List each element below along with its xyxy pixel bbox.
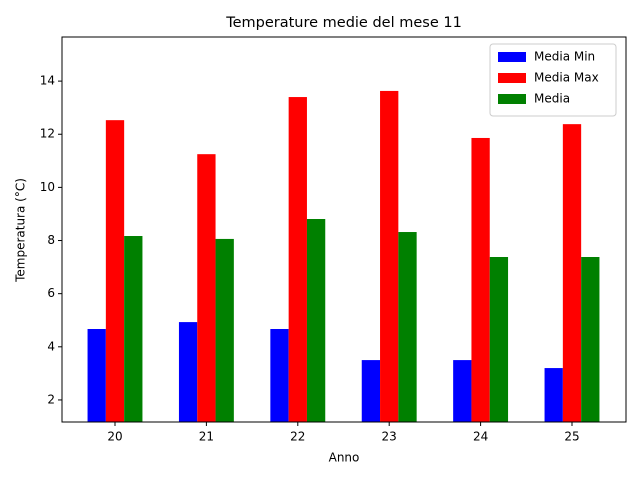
x-tick-label: 21	[199, 430, 214, 444]
bar	[197, 154, 216, 422]
bar	[270, 329, 289, 422]
y-tick-label: 8	[47, 233, 55, 247]
x-tick-label: 22	[290, 430, 305, 444]
legend-label: Media Min	[534, 50, 595, 64]
y-tick-label: 14	[40, 74, 55, 88]
bar	[87, 329, 106, 422]
x-tick-label: 23	[382, 430, 397, 444]
y-tick-label: 4	[47, 339, 55, 353]
x-axis-label: Anno	[329, 451, 360, 465]
legend-swatch	[498, 52, 526, 62]
bar	[453, 360, 472, 422]
bar	[544, 368, 563, 422]
x-tick-label: 20	[107, 430, 122, 444]
bar	[124, 236, 143, 422]
legend-label: Media	[534, 92, 570, 106]
x-tick-label: 25	[564, 430, 579, 444]
bar	[380, 90, 399, 422]
bar	[471, 137, 490, 422]
bar	[398, 232, 417, 422]
plot-frame	[61, 36, 627, 423]
bar	[288, 97, 307, 422]
bar	[489, 257, 509, 422]
y-tick-label: 2	[47, 392, 55, 406]
bar	[215, 238, 234, 422]
x-tick-label: 24	[473, 430, 488, 444]
bar	[361, 360, 381, 422]
y-tick-label: 10	[40, 180, 55, 194]
y-axis-label: Temperatura (°C)	[14, 178, 28, 283]
legend-swatch	[498, 94, 526, 104]
legend-label: Media Max	[534, 71, 599, 85]
legend-swatch	[498, 73, 526, 83]
y-tick-label: 12	[40, 127, 55, 141]
bar	[562, 124, 582, 423]
bar	[105, 120, 125, 423]
y-tick-label: 6	[47, 286, 55, 300]
bar	[581, 257, 600, 422]
chart-title: Temperature medie del mese 11	[225, 15, 462, 31]
bar	[178, 322, 198, 422]
bar	[306, 219, 326, 422]
